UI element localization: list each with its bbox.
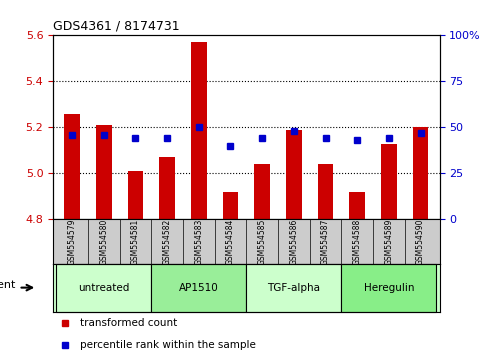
Bar <box>128 171 143 219</box>
Bar <box>223 192 239 219</box>
Text: Heregulin: Heregulin <box>364 282 414 293</box>
Text: agent: agent <box>0 280 16 290</box>
Bar <box>318 164 333 219</box>
Text: transformed count: transformed count <box>80 318 177 329</box>
Text: GDS4361 / 8174731: GDS4361 / 8174731 <box>53 20 180 33</box>
Text: AP1510: AP1510 <box>179 282 219 293</box>
Bar <box>349 192 365 219</box>
Bar <box>246 264 341 312</box>
Bar <box>57 264 151 312</box>
Bar <box>96 125 112 219</box>
Bar <box>254 164 270 219</box>
Bar <box>64 114 80 219</box>
Text: TGF-alpha: TGF-alpha <box>267 282 320 293</box>
Text: GSM554582: GSM554582 <box>163 218 171 265</box>
Bar <box>412 127 428 219</box>
Bar <box>341 264 436 312</box>
Text: GSM554579: GSM554579 <box>68 218 77 265</box>
Bar <box>159 157 175 219</box>
Text: GSM554587: GSM554587 <box>321 218 330 265</box>
Bar <box>286 130 302 219</box>
Text: GSM554580: GSM554580 <box>99 218 108 265</box>
Text: GSM554581: GSM554581 <box>131 218 140 265</box>
Text: GSM554585: GSM554585 <box>257 218 267 265</box>
Text: GSM554589: GSM554589 <box>384 218 393 265</box>
Bar <box>151 264 246 312</box>
Bar <box>191 42 207 219</box>
Bar <box>381 143 397 219</box>
Text: GSM554586: GSM554586 <box>289 218 298 265</box>
Text: GSM554588: GSM554588 <box>353 218 362 265</box>
Text: GSM554583: GSM554583 <box>194 218 203 265</box>
Text: percentile rank within the sample: percentile rank within the sample <box>80 339 256 350</box>
Text: untreated: untreated <box>78 282 129 293</box>
Text: GSM554590: GSM554590 <box>416 218 425 265</box>
Text: GSM554584: GSM554584 <box>226 218 235 265</box>
